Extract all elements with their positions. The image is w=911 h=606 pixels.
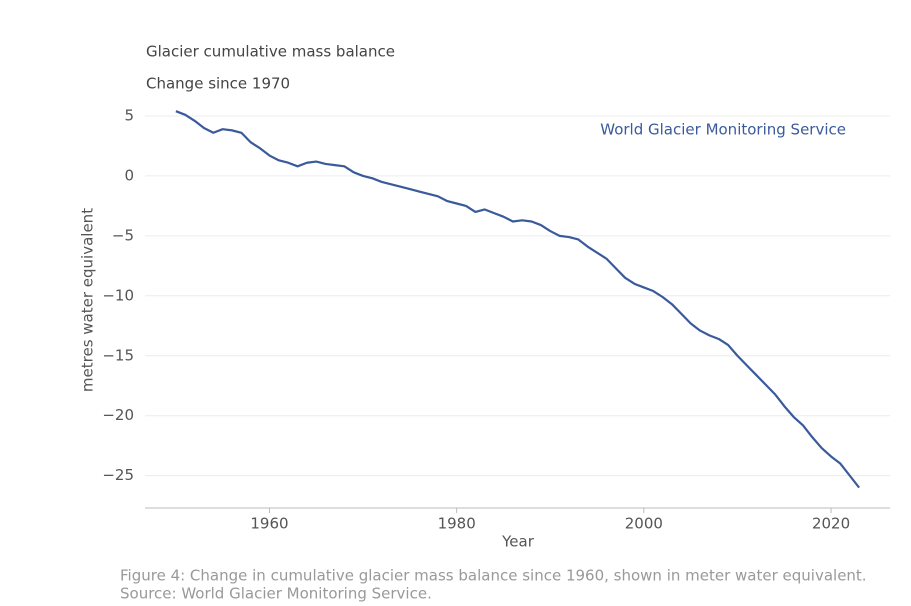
y-tick-label: −10 [102, 286, 134, 304]
chart-title: Glacier cumulative mass balance [146, 43, 395, 61]
x-tick-label: 2000 [625, 515, 663, 533]
y-tick-label: 5 [124, 106, 134, 124]
chart-subtitle: Change since 1970 [146, 75, 290, 93]
y-tick-label: −20 [102, 406, 134, 424]
x-tick-label: 1960 [250, 515, 288, 533]
caption: Figure 4: Change in cumulative glacier m… [120, 567, 867, 585]
y-tick-label: −15 [102, 346, 134, 364]
y-tick-label: 0 [124, 166, 134, 184]
y-tick-label: −5 [112, 226, 134, 244]
x-tick-label: 1980 [438, 515, 476, 533]
x-axis-label: Year [501, 533, 535, 551]
y-tick-label: −25 [102, 466, 134, 484]
y-axis-label: metres water equivalent [79, 208, 97, 392]
data-line [175, 110, 860, 489]
caption: Source: World Glacier Monitoring Service… [120, 585, 432, 603]
x-tick-label: 2020 [812, 515, 850, 533]
annotation: World Glacier Monitoring Service [600, 121, 846, 139]
